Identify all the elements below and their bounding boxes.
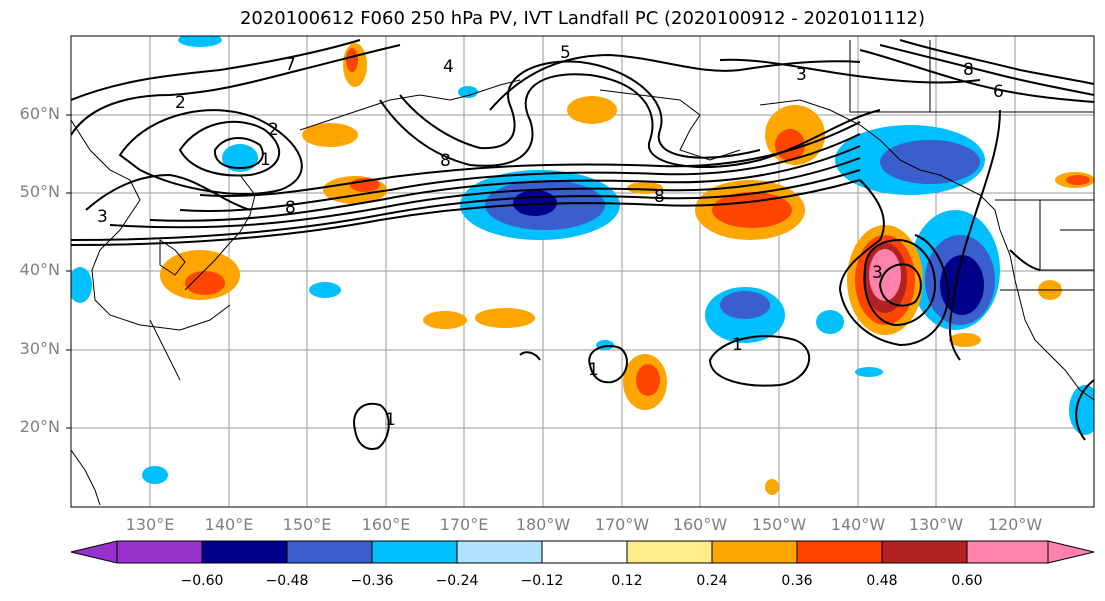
contour-labels: 2 1 2 3 7 4 5 3 8 6 8 8 8 1 1 1 3 [97, 43, 1004, 430]
colorbar-segment [966, 540, 1049, 564]
lon-label: 130°E [125, 515, 175, 534]
colorbar-segment [456, 540, 543, 564]
colorbar-tick-label: 0.24 [696, 573, 728, 589]
contour-label: 1 [588, 360, 599, 380]
contour-label: 2 [268, 120, 279, 140]
contour-label: 1 [385, 410, 396, 430]
colorbar-segment [541, 540, 628, 564]
colorbar-segment [201, 540, 288, 564]
lon-label: 180°W [515, 515, 571, 534]
contour-label: 3 [872, 263, 883, 283]
contour-label: 3 [97, 207, 108, 227]
contour-label: 8 [440, 151, 451, 171]
contour-label: 1 [732, 335, 743, 355]
colorbar-tick-label: −0.48 [265, 573, 309, 589]
contour-label: 8 [285, 198, 296, 218]
contour-label: 8 [963, 60, 974, 80]
contour-label: 8 [654, 187, 665, 207]
map-title: 2020100612 F060 250 hPa PV, IVT Landfall… [239, 8, 926, 29]
lon-label: 130°W [908, 515, 964, 534]
contour-label: 3 [796, 65, 807, 85]
colorbar-tick-label: −0.60 [180, 573, 224, 589]
lon-label: 120°W [987, 515, 1043, 534]
lat-label-50n: 50°N [19, 182, 60, 201]
lon-label: 160°W [672, 515, 728, 534]
colorbar-tick-label: 0.12 [611, 573, 643, 589]
colorbar [70, 540, 1095, 564]
lon-label: 170°E [439, 515, 489, 534]
lon-label: 140°W [830, 515, 886, 534]
contour-label: 4 [443, 57, 454, 77]
contour-label: 6 [993, 82, 1004, 102]
colorbar-segment [796, 540, 883, 564]
contour-label: 1 [260, 150, 271, 170]
contour-label: 5 [560, 43, 571, 63]
colorbar-tick-label: 0.48 [866, 573, 898, 589]
lat-label-20n: 20°N [19, 417, 60, 436]
colorbar-low-extend [70, 540, 118, 564]
colorbar-high-extend [1047, 540, 1095, 564]
colorbar-segment [116, 540, 203, 564]
lon-label: 150°W [751, 515, 807, 534]
lon-label: 150°E [282, 515, 332, 534]
lat-label-60n: 60°N [19, 104, 60, 123]
colorbar-segment [711, 540, 798, 564]
axis-ticks [66, 114, 71, 429]
colorbar-segment [286, 540, 373, 564]
lon-label: 170°W [594, 515, 650, 534]
lon-label: 160°E [361, 515, 411, 534]
lat-label-40n: 40°N [19, 260, 60, 279]
colorbar-tick-label: −0.36 [350, 573, 394, 589]
positive-anomaly-fills [160, 43, 1094, 495]
lat-label-30n: 30°N [19, 339, 60, 358]
lon-label: 140°E [204, 515, 254, 534]
colorbar-tick-label: −0.24 [435, 573, 479, 589]
contour-lines [71, 39, 1094, 450]
colorbar-segment [626, 540, 713, 564]
contour-label: 2 [175, 93, 186, 113]
colorbar-segment [371, 540, 458, 564]
colorbar-segment [881, 540, 968, 564]
colorbar-tick-label: 0.36 [781, 573, 813, 589]
colorbar-tick-label: 0.60 [951, 573, 983, 589]
colorbar-tick-label: −0.12 [520, 573, 564, 589]
contour-label: 7 [285, 55, 296, 75]
